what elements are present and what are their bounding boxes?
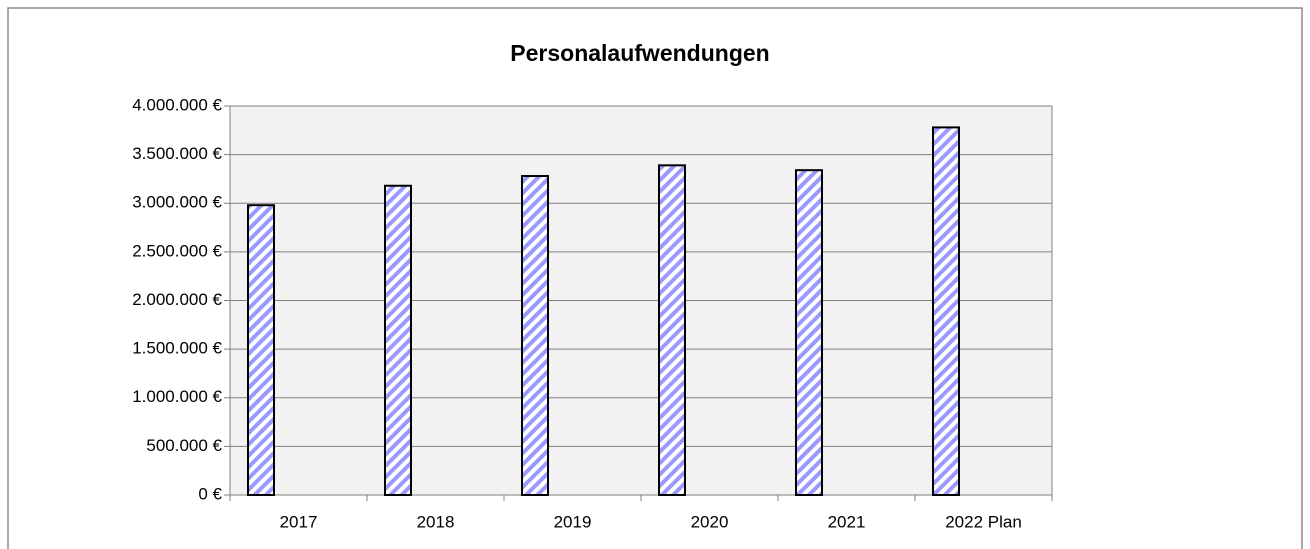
- y-tick-label: 0 €: [198, 484, 222, 503]
- y-tick-label: 4.000.000 €: [132, 95, 222, 114]
- y-tick-label: 2.500.000 €: [132, 241, 222, 260]
- bar: [521, 175, 549, 497]
- bar: [932, 126, 960, 497]
- x-tick-label: 2018: [417, 512, 455, 531]
- x-tick-label: 2019: [554, 512, 592, 531]
- y-tick-label: 3.000.000 €: [132, 193, 222, 212]
- bar: [384, 184, 412, 496]
- y-tick-label: 500.000 €: [146, 436, 222, 455]
- bar: [795, 169, 823, 496]
- y-tick-label: 1.500.000 €: [132, 339, 222, 358]
- x-tick-label: 2021: [828, 512, 866, 531]
- bar: [658, 164, 686, 496]
- y-tick-label: 1.000.000 €: [132, 387, 222, 406]
- chart-title: Personalaufwendungen: [510, 40, 769, 66]
- x-tick-label: 2017: [280, 512, 318, 531]
- y-tick-label: 2.000.000 €: [132, 290, 222, 309]
- bar: [247, 204, 275, 496]
- x-tick-label: 2020: [691, 512, 729, 531]
- y-tick-label: 3.500.000 €: [132, 144, 222, 163]
- x-tick-label: 2022 Plan: [945, 512, 1022, 531]
